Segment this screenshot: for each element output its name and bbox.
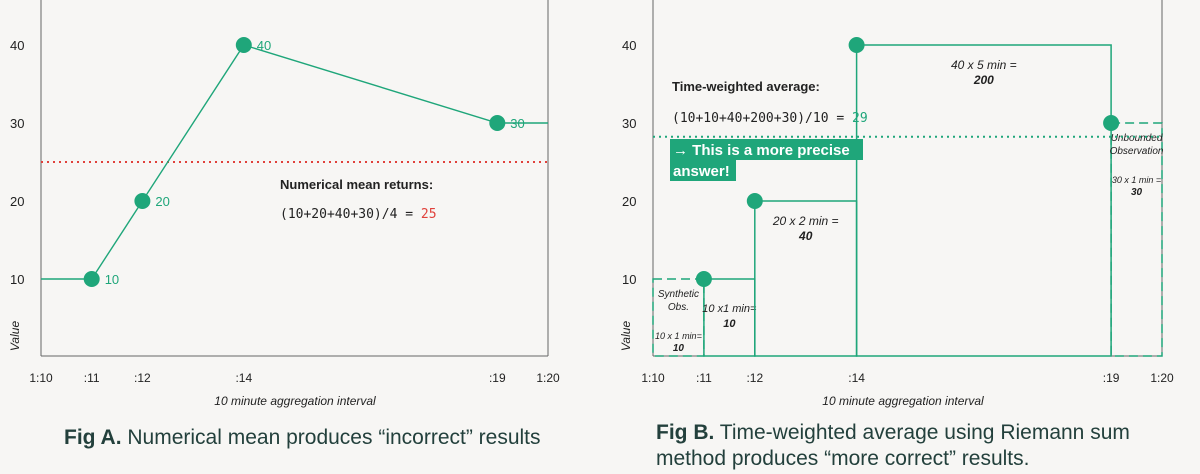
fig-b-region-result: 30 xyxy=(1131,187,1143,198)
fig-a-y-tick-label: 30 xyxy=(10,116,24,131)
fig-a-x-tick-label: 1:10 xyxy=(29,371,53,385)
fig-a-x-tick-label: :12 xyxy=(134,371,151,385)
fig-a-points: 10 20 40 30 xyxy=(83,37,525,287)
fig-b-point xyxy=(1103,115,1120,131)
fig-b-point xyxy=(848,37,865,53)
fig-a-annotation-title: Numerical mean returns: xyxy=(280,177,433,192)
fig-b-points xyxy=(695,37,1120,287)
fig-a-ylabel: Value xyxy=(8,321,22,352)
fig-b-caption-label: Fig B. xyxy=(656,421,715,444)
fig-b-annotation-title: Time-weighted average: xyxy=(672,79,820,94)
fig-b-ylabel: Value xyxy=(619,321,633,352)
fig-b-point xyxy=(746,193,763,209)
fig-b-caption-line-2: method produces “more correct” results. xyxy=(656,447,1030,470)
fig-a-formula: (10+20+40+30)/4 = xyxy=(280,207,421,222)
fig-b-region-4 xyxy=(855,44,1112,357)
fig-b-region-note: Observation xyxy=(1110,146,1164,157)
fig-b-highlight-line-1: → This is a more precise xyxy=(673,142,850,159)
fig-a-y-tick-label: 40 xyxy=(10,38,24,53)
fig-b-region-calc: 10 x1 min= xyxy=(702,303,757,315)
fig-b-region-result: 10 xyxy=(673,343,685,354)
fig-b-caption: Fig B. Time-weighted average using Riema… xyxy=(656,420,1176,472)
fig-a-caption-text: Numerical mean produces “incorrect” resu… xyxy=(121,426,541,449)
fig-a-x-tick-label: 1:20 xyxy=(536,371,560,385)
fig-a-point xyxy=(489,115,506,131)
fig-b-y-tick-label: 40 xyxy=(622,38,636,53)
fig-b-highlight-bg-2 xyxy=(670,160,736,181)
fig-b-region-result: 10 xyxy=(723,318,736,330)
fig-a-caption-label: Fig A. xyxy=(64,426,122,449)
fig-b-x-tick-label: :11 xyxy=(696,371,712,385)
fig-b-formula: (10+10+40+200+30)/10 = xyxy=(672,111,852,126)
fig-a-y-tick-label: 20 xyxy=(10,194,24,209)
fig-b-region-calc: 20 x 2 min = xyxy=(772,214,839,228)
fig-a-formula-line: (10+20+40+30)/4 = 25 xyxy=(280,207,437,222)
fig-b-region-5 xyxy=(1110,122,1163,357)
fig-a-x-tick-label: :11 xyxy=(84,371,100,385)
fig-a-axes xyxy=(40,0,549,357)
fig-a-point-label: 30 xyxy=(510,116,524,131)
fig-a-xlabel: 10 minute aggregation interval xyxy=(214,394,376,408)
fig-b-x-tick-label: :19 xyxy=(1103,371,1120,385)
fig-b-region-calc: 10 x 1 min= xyxy=(655,331,702,341)
fig-b-x-tick-label: :12 xyxy=(746,371,763,385)
fig-b-region-result: 40 xyxy=(798,229,813,243)
fig-a-caption: Fig A. Numerical mean produces “incorrec… xyxy=(64,425,584,451)
fig-a-ticks: 10 20 30 40 1:10 :11 :12 :14 :19 1:20 xyxy=(10,38,560,385)
fig-a-point xyxy=(235,37,252,53)
fig-b-chart: Synthetic Obs. 10 x 1 min= 10 10 x1 min= 10 20… xyxy=(619,0,1174,408)
fig-b-x-tick-label: 1:10 xyxy=(641,371,665,385)
fig-a-result: 25 xyxy=(421,207,437,222)
fig-a-point-label: 10 xyxy=(105,272,119,287)
fig-a-point-label: 40 xyxy=(257,38,271,53)
fig-a-series-line xyxy=(41,44,548,280)
fig-b-formula-line: (10+10+40+200+30)/10 = 29 xyxy=(672,111,868,126)
fig-a-x-tick-label: :19 xyxy=(489,371,506,385)
fig-b-caption-line-1: Time-weighted average using Riemann sum xyxy=(714,421,1130,444)
fig-b-result: 29 xyxy=(852,111,868,126)
fig-b-regions: Synthetic Obs. 10 x 1 min= 10 10 x1 min= 10 20… xyxy=(652,44,1164,357)
fig-b-x-tick-label: 1:20 xyxy=(1150,371,1174,385)
fig-b-region-calc: 40 x 5 min = xyxy=(951,58,1017,72)
fig-b-point xyxy=(695,271,712,287)
fig-b-y-tick-label: 10 xyxy=(622,272,636,287)
fig-b-highlight-bg-1 xyxy=(670,139,863,160)
fig-b-y-tick-label: 20 xyxy=(622,194,636,209)
fig-b-y-tick-label: 30 xyxy=(622,116,636,131)
fig-b-region-note: Unbounded xyxy=(1111,133,1163,144)
fig-b-region-result: 200 xyxy=(973,73,994,87)
fig-b-x-tick-label: :14 xyxy=(848,371,865,385)
fig-a-x-tick-label: :14 xyxy=(235,371,252,385)
fig-a-chart: 10 20 40 30 Numerical mean returns: (10+20+… xyxy=(8,0,560,408)
fig-a-y-tick-label: 10 xyxy=(10,272,24,287)
fig-b-region-note: Synthetic xyxy=(658,289,699,300)
fig-a-point-label: 20 xyxy=(155,194,169,209)
fig-b-xlabel: 10 minute aggregation interval xyxy=(822,394,984,408)
fig-b-region-calc: 30 x 1 min = xyxy=(1112,175,1161,185)
fig-b-ticks: 10 20 30 40 1:10 :11 :12 :14 :19 1:20 xyxy=(622,38,1174,385)
fig-a-point xyxy=(83,271,100,287)
fig-b-region-note: Obs. xyxy=(668,302,689,313)
fig-a-point xyxy=(134,193,151,209)
fig-b-highlight-line-2: answer! xyxy=(673,163,730,180)
